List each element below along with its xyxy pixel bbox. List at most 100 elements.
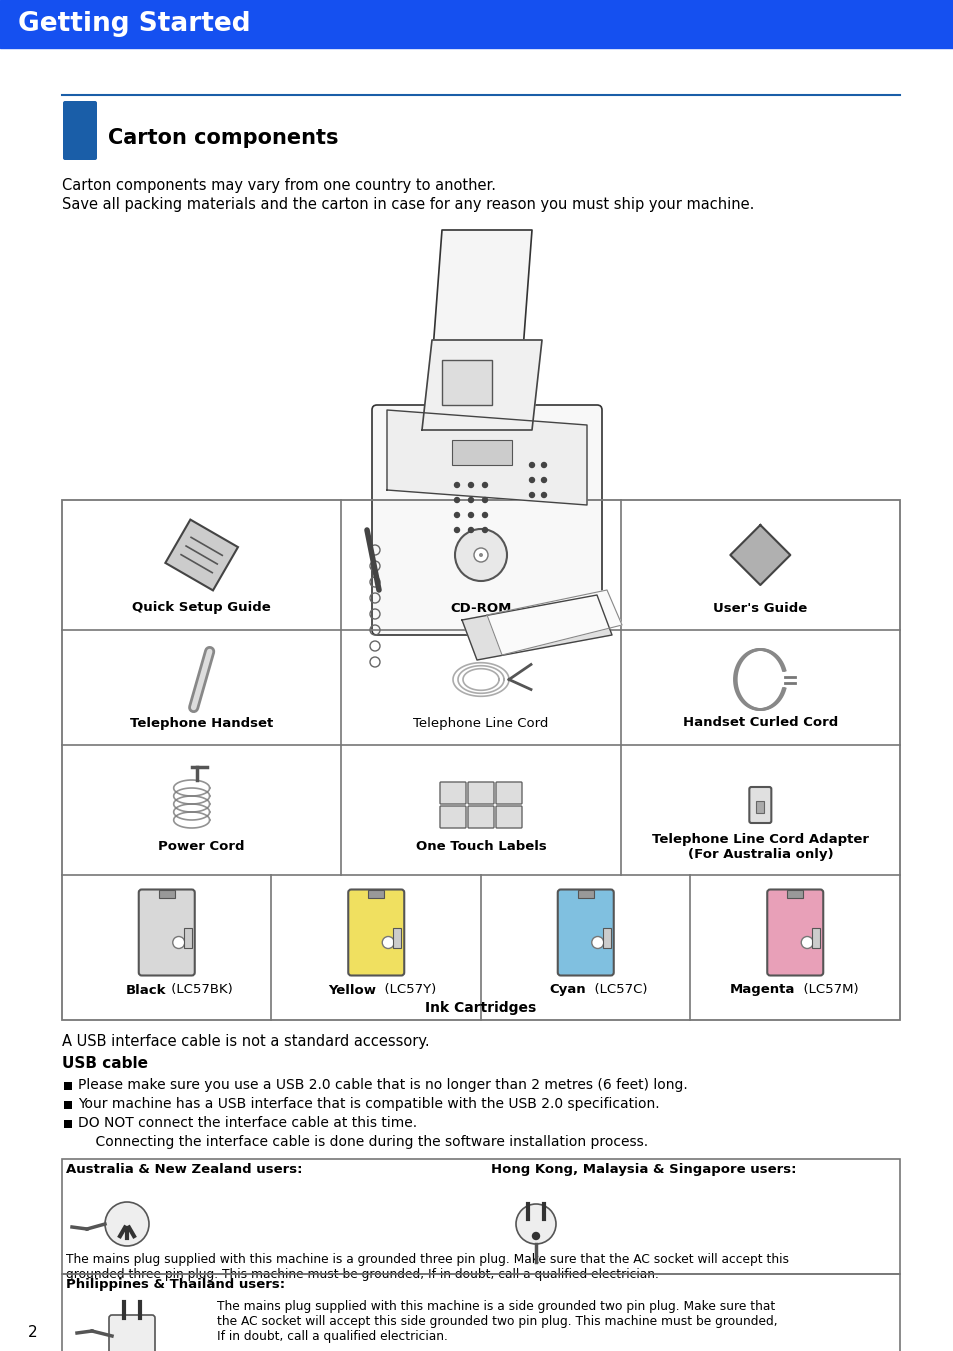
Circle shape — [516, 1204, 556, 1244]
FancyBboxPatch shape — [496, 807, 521, 828]
Text: Black: Black — [126, 984, 167, 997]
Circle shape — [382, 936, 394, 948]
Polygon shape — [486, 590, 621, 655]
Text: Getting Started: Getting Started — [18, 11, 251, 36]
Circle shape — [455, 530, 506, 581]
Text: Handset Curled Cord: Handset Curled Cord — [682, 716, 837, 730]
Circle shape — [478, 553, 482, 557]
Circle shape — [468, 482, 473, 488]
FancyBboxPatch shape — [558, 889, 613, 975]
Text: USB cable: USB cable — [62, 1056, 148, 1071]
Bar — [756, 801, 763, 813]
Text: (LC57Y): (LC57Y) — [375, 984, 436, 997]
Circle shape — [482, 497, 487, 503]
Text: One Touch Labels: One Touch Labels — [416, 840, 546, 854]
Circle shape — [454, 482, 459, 488]
Text: DO NOT connect the interface cable at this time.: DO NOT connect the interface cable at th… — [78, 1116, 416, 1129]
Circle shape — [474, 549, 488, 562]
Text: Telephone Line Cord Adapter
(For Australia only): Telephone Line Cord Adapter (For Austral… — [651, 834, 868, 861]
Text: (LC57BK): (LC57BK) — [167, 984, 233, 997]
FancyBboxPatch shape — [63, 101, 97, 159]
Text: Australia & New Zealand users:: Australia & New Zealand users: — [66, 1163, 302, 1175]
Circle shape — [172, 936, 185, 948]
Text: Connecting the interface cable is done during the software installation process.: Connecting the interface cable is done d… — [78, 1135, 647, 1148]
Circle shape — [482, 482, 487, 488]
Text: Telephone Line Cord: Telephone Line Cord — [413, 716, 548, 730]
Polygon shape — [461, 594, 612, 661]
FancyBboxPatch shape — [468, 782, 494, 804]
Bar — [64, 1101, 71, 1109]
Text: Please make sure you use a USB 2.0 cable that is no longer than 2 metres (6 feet: Please make sure you use a USB 2.0 cable… — [78, 1078, 687, 1092]
Bar — [393, 928, 401, 947]
Circle shape — [468, 512, 473, 517]
Circle shape — [591, 936, 603, 948]
Text: Ink Cartridges: Ink Cartridges — [425, 1001, 536, 1015]
FancyBboxPatch shape — [439, 782, 465, 804]
Circle shape — [541, 493, 546, 497]
Text: Hong Kong, Malaysia & Singapore users:: Hong Kong, Malaysia & Singapore users: — [491, 1163, 796, 1175]
Bar — [62, 500, 899, 1020]
Circle shape — [532, 1232, 539, 1239]
Polygon shape — [387, 409, 586, 505]
FancyBboxPatch shape — [766, 889, 822, 975]
Bar — [602, 928, 610, 947]
Bar — [786, 889, 802, 897]
Text: Power Cord: Power Cord — [158, 840, 245, 854]
FancyBboxPatch shape — [496, 782, 521, 804]
FancyBboxPatch shape — [138, 889, 194, 975]
Circle shape — [529, 477, 534, 482]
Circle shape — [482, 512, 487, 517]
Text: The mains plug supplied with this machine is a side grounded two pin plug. Make : The mains plug supplied with this machin… — [216, 1300, 777, 1343]
Circle shape — [529, 462, 534, 467]
Circle shape — [468, 527, 473, 532]
Circle shape — [468, 497, 473, 503]
Text: Carton components may vary from one country to another.: Carton components may vary from one coun… — [62, 178, 496, 193]
Bar — [62, 1159, 899, 1274]
Bar — [452, 440, 512, 465]
Text: (LC57C): (LC57C) — [585, 984, 646, 997]
Text: Magenta: Magenta — [729, 984, 795, 997]
Bar — [62, 1274, 899, 1351]
Bar — [441, 359, 492, 405]
Polygon shape — [730, 526, 789, 585]
Text: CD-ROM: CD-ROM — [450, 601, 511, 615]
Circle shape — [454, 512, 459, 517]
Circle shape — [482, 527, 487, 532]
FancyBboxPatch shape — [372, 405, 601, 635]
Text: User's Guide: User's Guide — [713, 601, 806, 615]
Circle shape — [541, 462, 546, 467]
Bar — [0, 0, 953, 49]
Circle shape — [105, 1202, 149, 1246]
Text: 2: 2 — [28, 1325, 37, 1340]
Text: Yellow: Yellow — [328, 984, 375, 997]
FancyBboxPatch shape — [748, 788, 771, 823]
Text: Philippines & Thailand users:: Philippines & Thailand users: — [66, 1278, 285, 1292]
Bar — [158, 889, 174, 897]
Bar — [578, 889, 593, 897]
Text: (LC57M): (LC57M) — [795, 984, 858, 997]
Circle shape — [529, 493, 534, 497]
Text: Your machine has a USB interface that is compatible with the USB 2.0 specificati: Your machine has a USB interface that is… — [78, 1097, 659, 1111]
FancyBboxPatch shape — [165, 520, 237, 590]
Circle shape — [454, 527, 459, 532]
Bar — [811, 928, 820, 947]
Text: Telephone Handset: Telephone Handset — [130, 716, 273, 730]
Circle shape — [454, 497, 459, 503]
Bar — [184, 928, 192, 947]
FancyBboxPatch shape — [439, 807, 465, 828]
Text: Quick Setup Guide: Quick Setup Guide — [132, 601, 271, 615]
Bar — [64, 1120, 71, 1128]
Text: The mains plug supplied with this machine is a grounded three pin plug. Make sur: The mains plug supplied with this machin… — [66, 1252, 788, 1281]
Polygon shape — [421, 340, 541, 430]
Text: A USB interface cable is not a standard accessory.: A USB interface cable is not a standard … — [62, 1034, 429, 1048]
FancyBboxPatch shape — [468, 807, 494, 828]
Polygon shape — [427, 230, 532, 430]
FancyBboxPatch shape — [348, 889, 404, 975]
FancyBboxPatch shape — [109, 1315, 154, 1351]
Text: Carton components: Carton components — [108, 128, 338, 149]
Circle shape — [801, 936, 812, 948]
Bar — [368, 889, 384, 897]
Circle shape — [541, 477, 546, 482]
Text: Cyan: Cyan — [549, 984, 585, 997]
Bar — [64, 1082, 71, 1090]
